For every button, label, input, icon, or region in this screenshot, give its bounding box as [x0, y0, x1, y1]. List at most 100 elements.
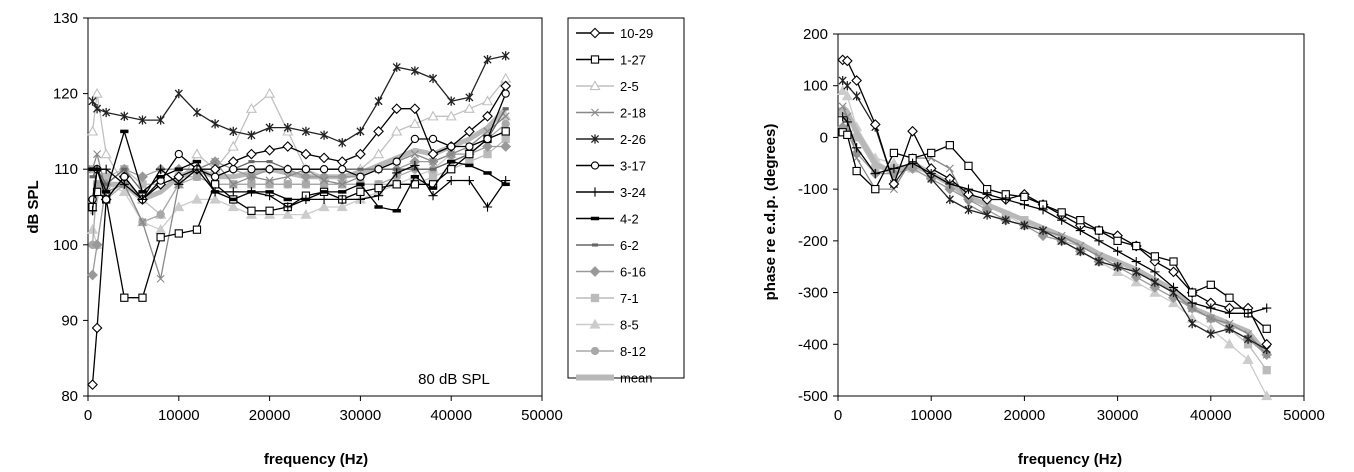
left-point-6-2-0	[89, 175, 96, 179]
right-x-tick-label-3: 30000	[1097, 407, 1139, 424]
left-point-10-29-14	[318, 152, 330, 164]
legend-label-10-29: 10-29	[620, 26, 653, 41]
right-point-1-27-2	[852, 166, 861, 176]
left-point-8-5-9	[227, 201, 239, 212]
left-point-8-12-11	[265, 180, 274, 189]
right-point-3-24-22	[1224, 308, 1235, 318]
left-point-1-27-4	[138, 293, 147, 302]
left-point-4-2-22	[465, 163, 474, 168]
left-point-2-26-2	[102, 107, 111, 118]
left-point-2-26-3	[120, 111, 129, 121]
legend-label-6-2: 6-2	[620, 238, 639, 253]
left-point-2-26-10	[247, 130, 256, 140]
right-point-10-29-5	[907, 125, 918, 137]
right-point-2-18-21	[1206, 314, 1215, 323]
left-point-3-17-16	[356, 172, 365, 181]
right-x-tick-label-4: 40000	[1190, 407, 1232, 424]
right-point-1-27-6	[927, 148, 936, 158]
right-point-6-16-7	[944, 183, 956, 195]
legend-marker-2-18	[591, 108, 599, 117]
left-point-1-27-24	[501, 127, 510, 136]
left-point-3-24-16	[355, 194, 365, 205]
legend: 10-29 1-27 2-5 2-18 2-26 3-17 3-24 4-2 6-2 6-16 7-…	[576, 26, 653, 386]
left-point-4-2-11	[265, 190, 274, 194]
left-point-2-5-18	[391, 125, 403, 136]
right-point-2-26-18	[1150, 277, 1159, 287]
left-point-1-27-10	[247, 206, 256, 215]
left-point-2-5-7	[191, 148, 203, 159]
left-point-8-12-24	[501, 119, 510, 128]
right-point-2-26-22	[1225, 324, 1234, 334]
left-point-6-2-10	[248, 160, 255, 164]
legend-item-4-2: 4-2	[576, 212, 639, 227]
right-point-1-27-22	[1225, 293, 1234, 302]
left-point-3-24-0	[87, 206, 98, 216]
left-point-4-2-8	[210, 190, 220, 194]
right-point-1-27-14	[1076, 216, 1085, 225]
right-point-1-27-21	[1206, 280, 1215, 289]
right-point-2-26-23	[1244, 334, 1253, 344]
right-point-3-24-21	[1206, 303, 1216, 313]
right-point-1-27-11	[1020, 192, 1029, 202]
right-y-axis-label: phase re e.d.p. (degrees)	[762, 124, 779, 301]
legend-marker-1-27	[590, 55, 600, 64]
legend-item-8-12: 8-12	[576, 344, 646, 359]
legend-item-2-26: 2-26	[576, 132, 646, 147]
legend-marker-8-5	[589, 318, 601, 329]
left-point-2-26-22	[465, 92, 474, 102]
left-point-10-29-1	[91, 322, 103, 334]
left-point-1-27-3	[120, 293, 129, 302]
right-point-3-24-13	[1057, 215, 1067, 225]
legend-label-8-5: 8-5	[620, 318, 639, 333]
left-point-6-2-24	[502, 107, 509, 111]
right-point-3-24-11	[1019, 200, 1029, 210]
right-point-8-5-1	[841, 90, 853, 101]
right-point-3-24-14	[1075, 225, 1085, 236]
left-point-3-17-13	[301, 165, 311, 174]
right-y-tick-label-3: -200	[798, 233, 828, 250]
left-point-4-2-13	[301, 197, 311, 202]
right-point-2-18-7	[945, 164, 954, 173]
left-point-4-2-6	[174, 167, 183, 171]
legend-label-2-5: 2-5	[620, 79, 639, 94]
legend-item-3-24: 3-24	[576, 185, 646, 200]
right-point-3-24-4	[889, 163, 899, 174]
left-point-4-2-16	[356, 182, 365, 187]
right-point-2-26-21	[1206, 329, 1215, 339]
left-point-2-26-8	[211, 119, 220, 129]
left-point-3-17-10	[247, 165, 256, 174]
left-point-8-5-7	[191, 193, 203, 204]
left-point-4-2-21	[447, 159, 456, 164]
right-x-tick-label-5: 50000	[1283, 407, 1325, 424]
legend-item-3-17: 3-17	[576, 159, 646, 174]
left-y-tick-label-5: 130	[53, 10, 78, 27]
left-point-4-2-9	[229, 197, 238, 202]
right-point-3-24-23	[1243, 308, 1253, 318]
legend-marker-10-29	[589, 27, 601, 39]
legend-item-2-18: 2-18	[576, 106, 646, 121]
left-point-10-29-12	[282, 141, 294, 152]
left-point-3-24-22	[464, 175, 474, 186]
right-y-tick-label-7: 200	[803, 26, 828, 43]
left-point-2-18-12	[283, 172, 292, 181]
left-point-8-5-14	[318, 201, 330, 212]
left-point-3-17-18	[392, 157, 401, 166]
left-point-3-17-8	[210, 172, 220, 181]
left-point-2-26-11	[265, 123, 274, 133]
right-point-3-24-12	[1038, 205, 1048, 215]
right-point-3-24-5	[907, 158, 918, 168]
right-y-tick-label-1: -400	[798, 336, 828, 353]
right-point-2-26-8	[964, 205, 973, 215]
right-point-3-24-3	[870, 169, 880, 179]
left-point-6-16-23	[482, 141, 493, 152]
left-y-tick-label-1: 90	[61, 312, 78, 329]
left-point-2-26-13	[301, 126, 310, 136]
left-point-6-16-4	[137, 171, 148, 183]
left-point-8-12-12	[283, 180, 292, 189]
right-point-2-18-20	[1188, 304, 1197, 313]
right-point-10-29-19	[1168, 266, 1179, 278]
right-y-tick-label-2: -300	[798, 285, 828, 302]
right-chart: phase re e.d.p. (degrees) frequency (Hz)…	[762, 26, 1325, 468]
left-point-3-17-14	[319, 165, 329, 174]
left-point-4-2-4	[138, 190, 147, 194]
